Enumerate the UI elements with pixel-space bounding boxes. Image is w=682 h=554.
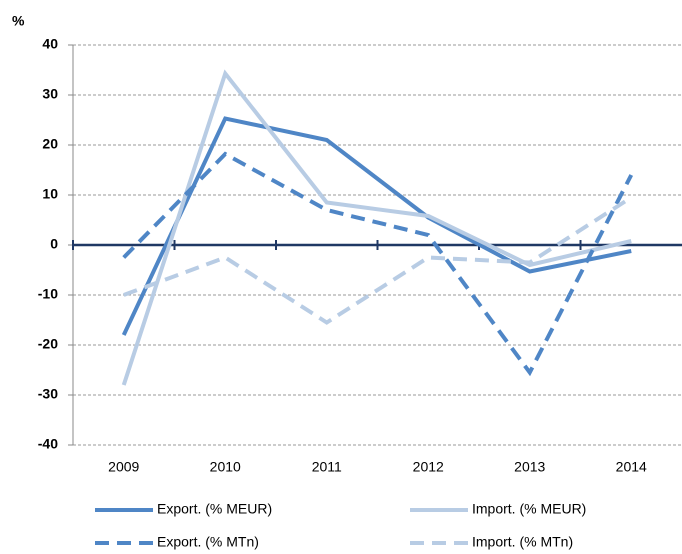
legend-label: Export. (% MEUR) — [157, 501, 272, 517]
x-tick-label: 2013 — [514, 459, 545, 475]
y-tick-label: 20 — [42, 136, 58, 152]
x-tick-label: 2014 — [616, 459, 647, 475]
series-line — [122, 151, 634, 377]
x-tick-label: 2010 — [210, 459, 241, 475]
series-line — [121, 116, 632, 336]
legend-label: Import. (% MEUR) — [472, 501, 586, 517]
legend-label: Import. (% MTn) — [472, 534, 573, 550]
y-tick-label: 40 — [42, 36, 58, 52]
series-line — [123, 195, 633, 325]
y-tick-label: -10 — [38, 286, 58, 302]
y-tick-label: 0 — [50, 236, 58, 252]
y-axis-label: % — [12, 13, 25, 29]
y-tick-label: -20 — [38, 336, 58, 352]
y-tick-label: 10 — [42, 186, 58, 202]
y-tick-label: 30 — [42, 86, 58, 102]
y-tick-label: -40 — [38, 436, 58, 452]
x-tick-label: 2011 — [312, 459, 342, 475]
series-line — [121, 69, 632, 386]
legend-label: Export. (% MTn) — [157, 534, 259, 550]
x-tick-label: 2012 — [413, 459, 444, 475]
y-tick-label: -30 — [38, 386, 58, 402]
x-tick-label: 2009 — [108, 459, 139, 475]
